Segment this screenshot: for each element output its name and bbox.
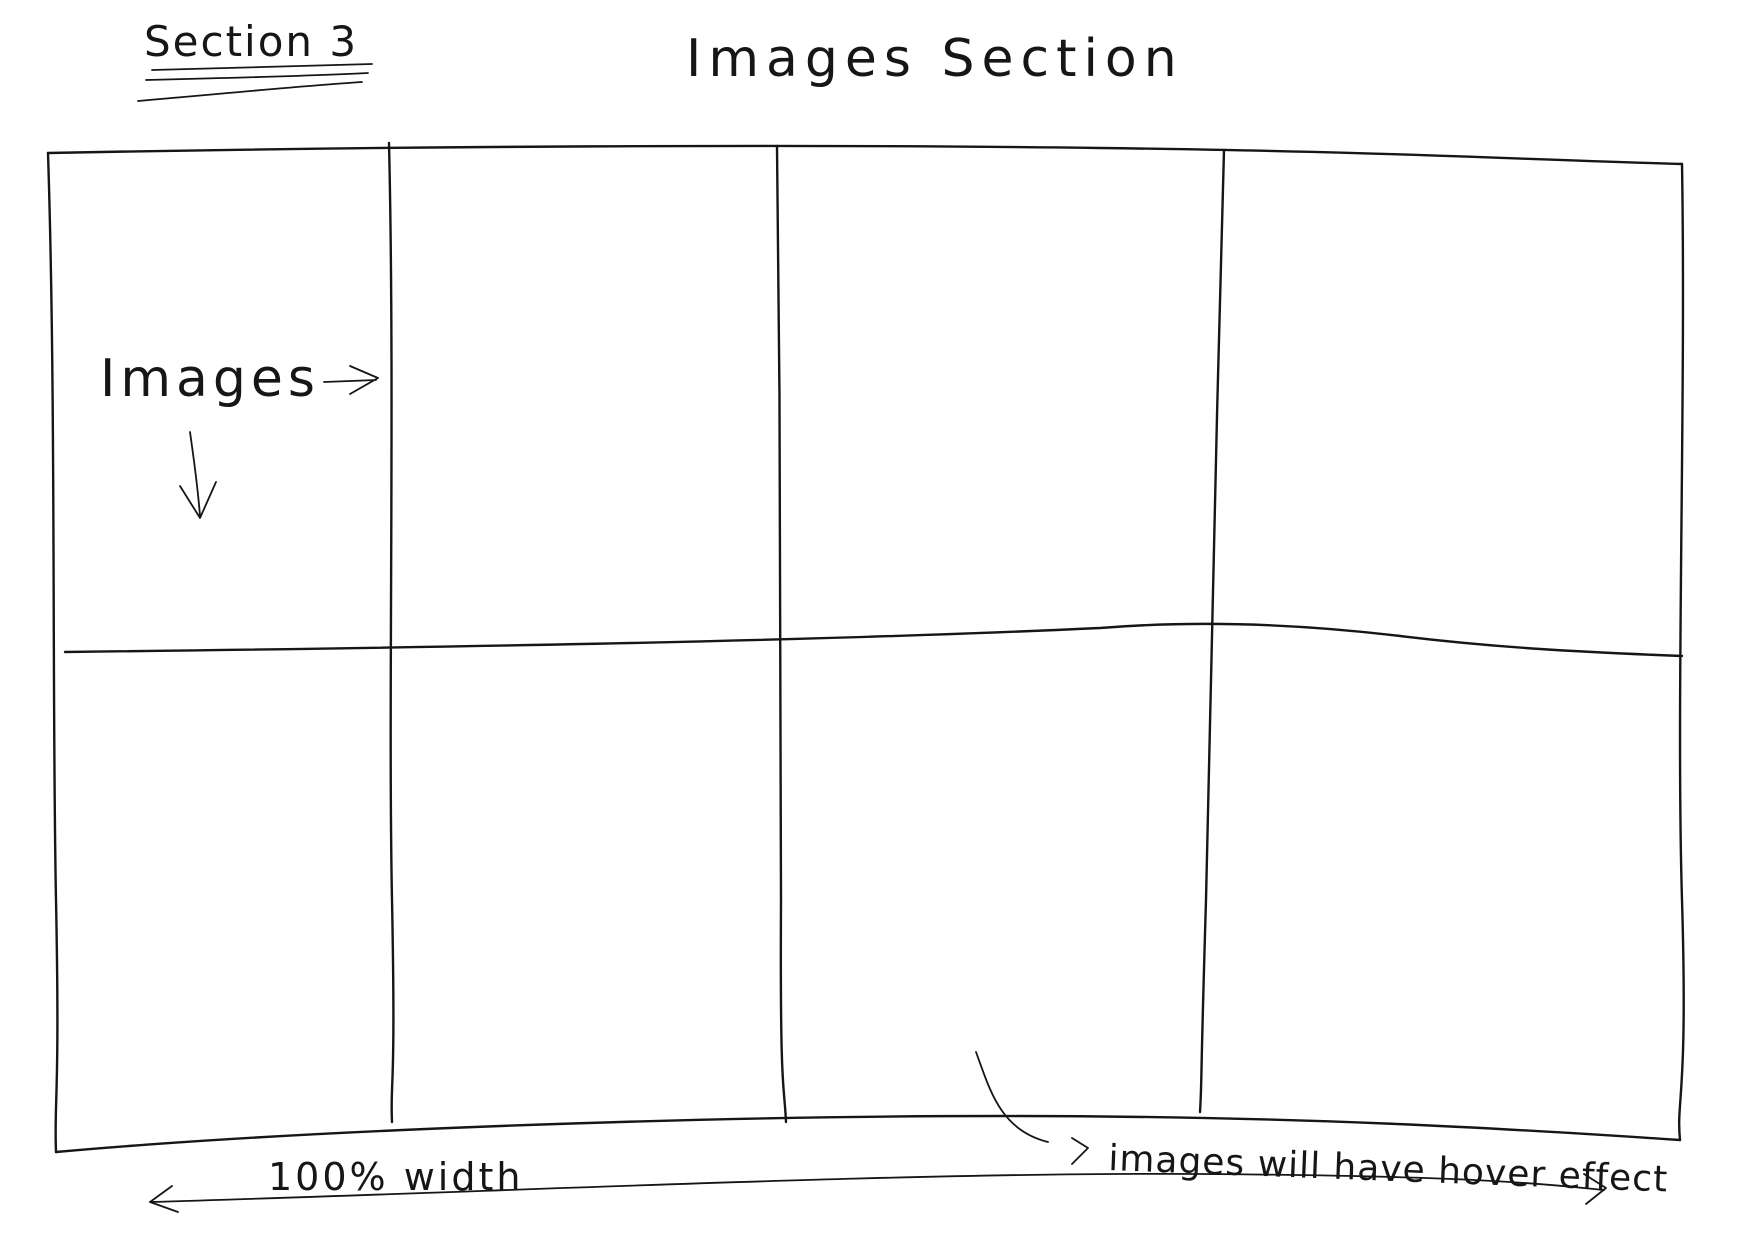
- page-heading: Images Section: [686, 29, 1184, 89]
- image-cell-r2-c1[interactable]: [58, 656, 390, 1136]
- image-cell-r2-c3[interactable]: [786, 644, 1202, 1114]
- hover-effect-annotation: images will have hover effect: [1108, 1138, 1669, 1200]
- grid-column-divider-3: [1198, 148, 1226, 1114]
- image-cell-r1-c4[interactable]: [1226, 158, 1678, 624]
- width-span-line: [149, 1172, 1605, 1203]
- hover-callout-arrow-icon: [1071, 1137, 1089, 1165]
- grid-row-divider: [63, 622, 1684, 658]
- section-label: Section 3: [144, 17, 358, 66]
- hover-callout-line: [975, 1051, 1049, 1143]
- image-cell-r1-c3[interactable]: [783, 152, 1219, 640]
- image-cell-r2-c4[interactable]: [1208, 630, 1678, 1138]
- grid-frame-left: [46, 151, 59, 1154]
- width-annotation: 100% width: [268, 1155, 523, 1199]
- images-right-arrow-icon: [323, 365, 379, 395]
- images-annotation-label: Images: [100, 349, 320, 409]
- images-down-arrow-icon: [179, 431, 217, 519]
- section-label-underline-2: [145, 72, 369, 81]
- image-cell-r2-c2[interactable]: [394, 652, 780, 1118]
- width-left-arrow-icon: [149, 1185, 179, 1213]
- section-label-underline-1: [151, 63, 373, 71]
- grid-column-divider-1: [387, 141, 395, 1124]
- image-cell-r1-c2[interactable]: [394, 152, 776, 646]
- grid-frame-top: [46, 144, 1684, 166]
- section-label-underline-3: [137, 81, 363, 102]
- grid-frame-bottom: [54, 1114, 1682, 1154]
- grid-column-divider-2: [775, 144, 788, 1124]
- grid-frame-right: [1677, 162, 1685, 1142]
- width-right-arrow-icon: [1583, 1173, 1607, 1205]
